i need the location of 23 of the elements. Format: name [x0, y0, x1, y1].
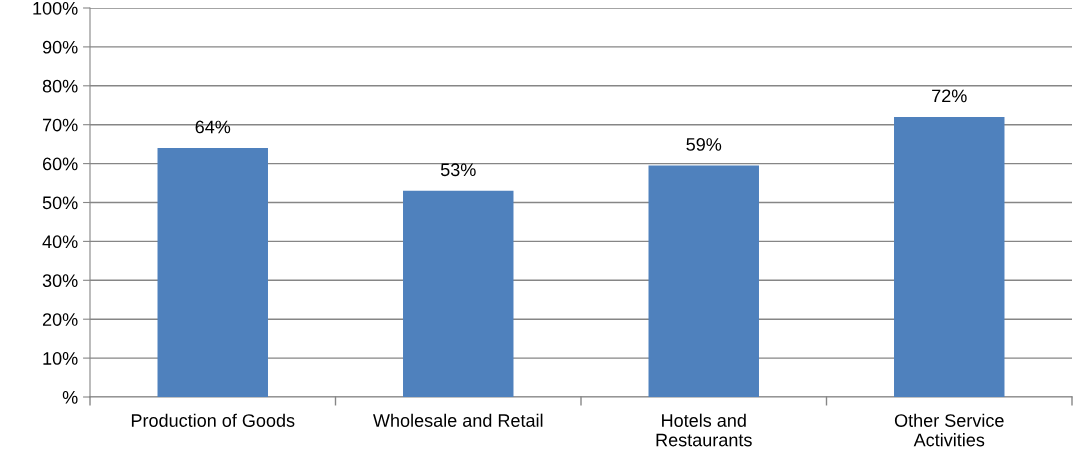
bar: [157, 148, 268, 397]
y-tick-label: %: [62, 391, 78, 404]
y-tick-label: 10%: [43, 352, 78, 365]
y-tick-label: 100%: [33, 1, 78, 15]
data-label: 59%: [686, 138, 722, 151]
data-label: 53%: [440, 163, 476, 177]
y-tick-label: 40%: [42, 235, 78, 249]
y-tick-label: 80%: [42, 79, 78, 93]
y-tick-label: 30%: [42, 274, 78, 288]
y-tick-label: 70%: [42, 118, 78, 132]
bar: [648, 165, 759, 397]
x-tick-label: Other Service Activities: [894, 413, 1004, 447]
y-tick-label: 90%: [42, 40, 78, 54]
bar: [894, 116, 1005, 397]
y-tick-label: 50%: [42, 196, 78, 210]
x-tick-label: Production of Goods: [131, 413, 295, 427]
y-tick-label: 20%: [42, 313, 78, 326]
y-tick-label: 60%: [42, 157, 78, 171]
x-tick-label: Hotels and Restaurants: [656, 413, 752, 447]
bar: [403, 190, 514, 397]
data-label: 72%: [932, 89, 967, 103]
x-tick-label: Wholesale and Retail: [373, 413, 543, 427]
data-label: 64%: [195, 120, 231, 134]
